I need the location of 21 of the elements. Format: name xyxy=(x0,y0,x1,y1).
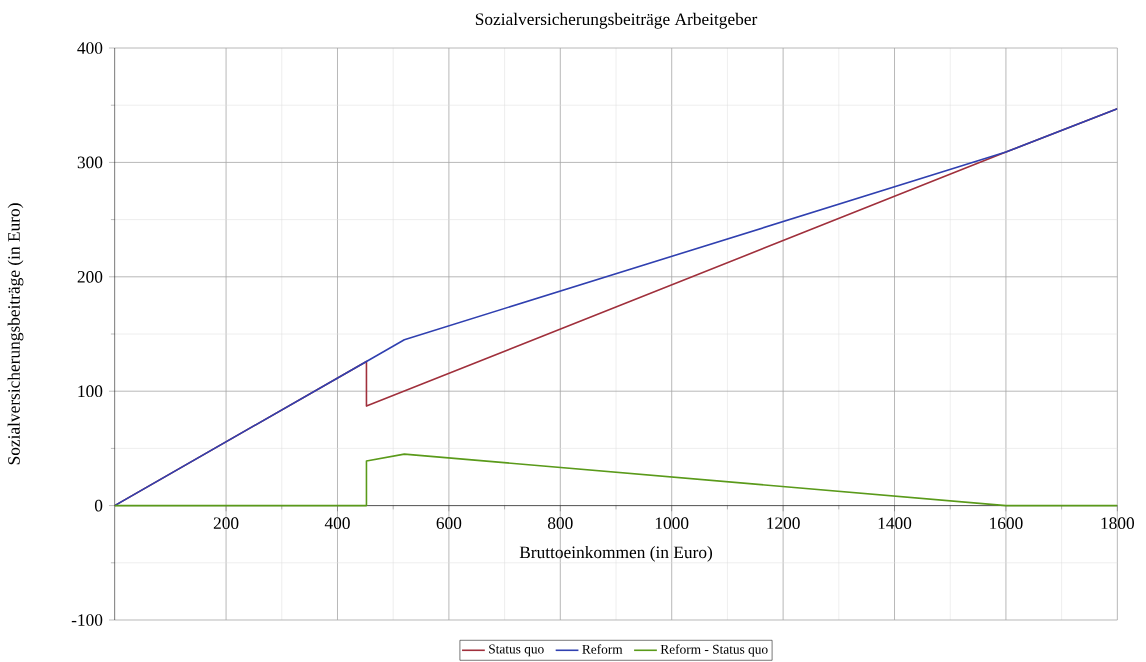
x-tick-label: 1200 xyxy=(767,517,800,530)
x-tick-label: 1400 xyxy=(878,517,912,530)
y-tick-label: 0 xyxy=(94,499,103,512)
y-tick-label: 300 xyxy=(77,156,103,169)
x-tick-label: 600 xyxy=(436,517,462,530)
x-tick-label: 1600 xyxy=(990,517,1023,530)
legend-label: Status quo xyxy=(489,644,544,657)
chart-title: Sozialversicherungsbeiträge Arbeitgeber xyxy=(475,12,758,29)
legend-label: Reform xyxy=(582,644,623,654)
x-axis-title: Bruttoeinkommen (in Euro) xyxy=(519,545,713,562)
x-tick-label: 1800 xyxy=(1101,517,1135,530)
x-tick-label: 800 xyxy=(547,517,573,530)
x-tick-label: 400 xyxy=(324,517,350,530)
y-tick-label: 200 xyxy=(77,270,103,283)
y-axis-title: Sozialversicherungsbeiträge (in Euro) xyxy=(7,203,24,465)
x-tick-label: 1000 xyxy=(655,517,689,530)
y-tick-label: 100 xyxy=(78,385,103,398)
y-tick-label: 400 xyxy=(77,42,103,54)
legend-label: Reform - Status quo xyxy=(660,644,768,657)
x-tick-label: 200 xyxy=(213,517,239,530)
y-tick-label: -100 xyxy=(71,614,103,626)
